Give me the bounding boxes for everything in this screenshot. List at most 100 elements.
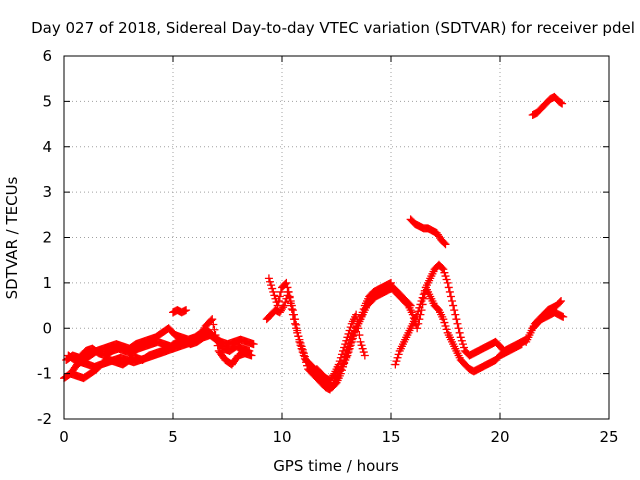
series-trace-13 bbox=[528, 308, 568, 333]
x-axis-label: GPS time / hours bbox=[273, 457, 399, 475]
y-tick-label: 2 bbox=[42, 229, 52, 247]
data-point-marker bbox=[355, 331, 364, 340]
data-point-marker bbox=[442, 275, 451, 284]
data-point-marker bbox=[413, 324, 422, 333]
data-point-marker bbox=[409, 314, 418, 323]
data-point-marker bbox=[440, 268, 449, 277]
data-point-marker bbox=[298, 348, 307, 357]
data-point-marker bbox=[182, 306, 191, 315]
data-point-marker bbox=[286, 297, 295, 306]
data-point-marker bbox=[458, 340, 467, 349]
y-tick-label: 4 bbox=[42, 138, 52, 156]
data-point-marker bbox=[341, 340, 350, 349]
series-trace-14 bbox=[528, 92, 567, 119]
data-point-marker bbox=[294, 332, 303, 341]
y-tick-label: 1 bbox=[42, 274, 52, 292]
data-point-marker bbox=[454, 324, 463, 333]
data-point-marker bbox=[289, 310, 298, 319]
data-point-marker bbox=[414, 319, 423, 328]
data-point-marker bbox=[360, 351, 369, 360]
y-tick-label: 0 bbox=[42, 319, 52, 337]
chart-grid bbox=[64, 56, 609, 419]
data-point-marker bbox=[346, 341, 355, 350]
data-point-marker bbox=[266, 277, 275, 286]
data-point-marker bbox=[340, 343, 349, 352]
data-point-marker bbox=[299, 351, 308, 360]
data-point-marker bbox=[439, 265, 448, 274]
y-tick-label: 5 bbox=[42, 92, 52, 110]
y-tick-label: 3 bbox=[42, 183, 52, 201]
chart-title: Day 027 of 2018, Sidereal Day-to-day VTE… bbox=[31, 19, 635, 37]
data-point-marker bbox=[352, 310, 361, 319]
data-point-marker bbox=[270, 291, 279, 300]
data-point-marker bbox=[348, 334, 357, 343]
data-point-marker bbox=[517, 340, 526, 349]
data-point-marker bbox=[336, 353, 345, 362]
data-point-marker bbox=[418, 293, 427, 302]
y-tick-label: -2 bbox=[37, 410, 52, 428]
data-point-marker bbox=[460, 343, 469, 352]
data-point-marker bbox=[452, 315, 461, 324]
data-point-marker bbox=[210, 325, 219, 334]
data-point-marker bbox=[441, 321, 450, 330]
y-axis-label: SDTVAR / TECUs bbox=[3, 176, 21, 299]
data-point-marker bbox=[353, 317, 362, 326]
data-point-marker bbox=[443, 278, 452, 287]
data-point-marker bbox=[292, 320, 301, 329]
data-point-marker bbox=[415, 315, 424, 324]
data-point-marker bbox=[345, 326, 354, 335]
data-point-marker bbox=[448, 297, 457, 306]
data-point-marker bbox=[267, 281, 276, 290]
data-point-marker bbox=[417, 306, 426, 315]
data-point-marker bbox=[358, 344, 367, 353]
data-point-marker bbox=[453, 319, 462, 328]
data-point-marker bbox=[339, 346, 348, 355]
data-point-marker bbox=[345, 344, 354, 353]
data-point-marker bbox=[557, 297, 566, 306]
chart-ticks: 0 5 10 15 20 25 -2 -1 0 1 2 3 4 5 6 bbox=[37, 47, 619, 446]
data-point-marker bbox=[279, 303, 288, 312]
data-point-marker bbox=[245, 346, 254, 355]
data-point-marker bbox=[344, 348, 353, 357]
data-point-marker bbox=[438, 264, 447, 273]
chart-points bbox=[60, 92, 568, 394]
data-point-marker bbox=[357, 341, 366, 350]
data-point-marker bbox=[440, 318, 449, 327]
data-point-marker bbox=[359, 304, 368, 313]
data-point-marker bbox=[440, 239, 449, 248]
data-point-marker bbox=[303, 361, 312, 370]
data-point-marker bbox=[293, 326, 302, 335]
data-point-marker bbox=[274, 297, 283, 306]
data-point-marker bbox=[209, 320, 218, 329]
data-point-marker bbox=[275, 292, 284, 301]
data-point-marker bbox=[343, 333, 352, 342]
data-point-marker bbox=[269, 287, 278, 296]
data-point-marker bbox=[357, 311, 366, 320]
data-point-marker bbox=[450, 306, 459, 315]
data-point-marker bbox=[419, 294, 428, 303]
data-point-marker bbox=[393, 353, 402, 362]
data-point-marker bbox=[439, 315, 448, 324]
data-point-marker bbox=[408, 310, 417, 319]
data-point-marker bbox=[296, 341, 305, 350]
data-point-marker bbox=[442, 325, 451, 334]
data-point-marker bbox=[247, 351, 256, 360]
x-tick-label: 20 bbox=[490, 428, 509, 446]
data-point-marker bbox=[457, 336, 466, 345]
series-trace-10 bbox=[387, 283, 526, 376]
data-point-marker bbox=[301, 358, 310, 367]
data-point-marker bbox=[418, 300, 427, 309]
series-trace-3 bbox=[62, 331, 254, 365]
data-point-marker bbox=[416, 310, 425, 319]
data-point-marker bbox=[446, 292, 455, 301]
data-point-marker bbox=[287, 301, 296, 310]
data-point-marker bbox=[337, 350, 346, 359]
data-point-marker bbox=[354, 324, 363, 333]
data-point-marker bbox=[284, 287, 293, 296]
data-point-marker bbox=[295, 337, 304, 346]
series-trace-5 bbox=[169, 306, 191, 317]
data-point-marker bbox=[449, 301, 458, 310]
data-point-marker bbox=[300, 354, 309, 363]
data-point-marker bbox=[347, 337, 356, 346]
